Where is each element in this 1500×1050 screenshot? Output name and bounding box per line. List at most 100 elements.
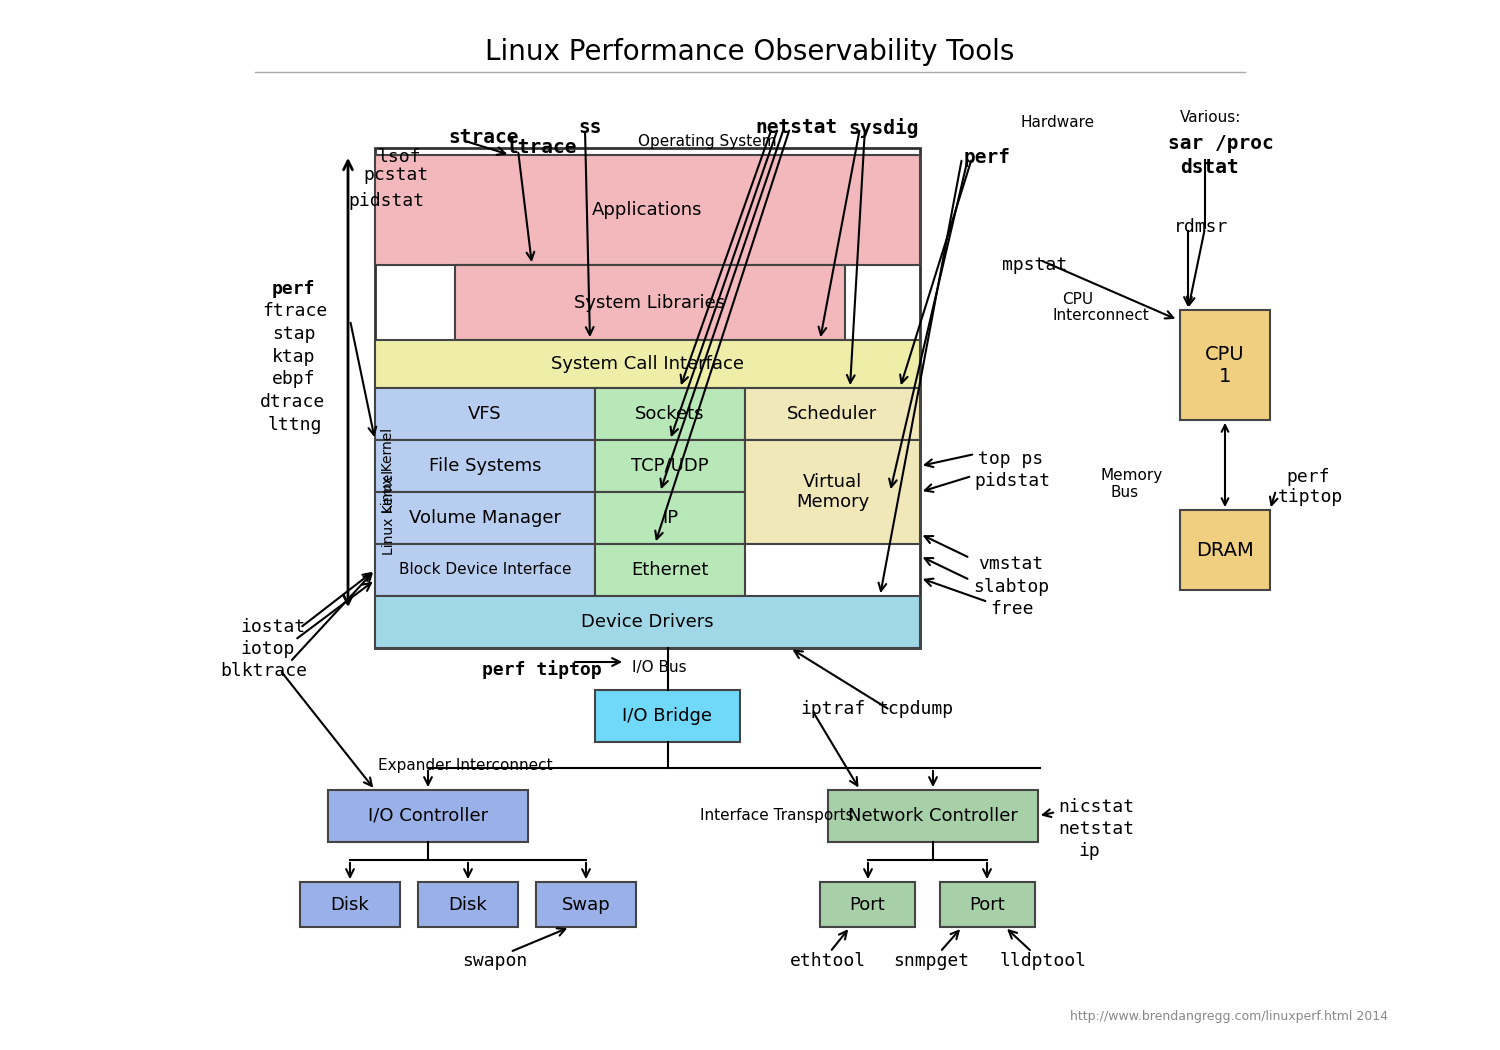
Text: Bus: Bus (1110, 485, 1138, 500)
Text: Swap: Swap (561, 896, 610, 914)
Text: mpstat: mpstat (1002, 256, 1068, 274)
Text: pcstat: pcstat (363, 166, 429, 184)
Text: Port: Port (849, 896, 885, 914)
Text: Ethernet: Ethernet (632, 561, 708, 579)
Text: Disk: Disk (330, 896, 369, 914)
Text: perf: perf (1286, 468, 1329, 486)
Bar (328, 790, 528, 842)
Text: strace: strace (448, 128, 519, 147)
Text: sar /proc: sar /proc (1168, 134, 1274, 153)
Text: Volume Manager: Volume Manager (410, 509, 561, 527)
Bar (746, 440, 920, 544)
Bar (828, 790, 1038, 842)
Bar (536, 882, 636, 927)
Text: blktrace: blktrace (220, 662, 308, 680)
Text: perf: perf (964, 148, 1011, 167)
Bar (375, 596, 920, 648)
Text: TCP/UDP: TCP/UDP (632, 457, 710, 475)
Text: System Call Interface: System Call Interface (550, 355, 744, 373)
Text: pidstat: pidstat (348, 192, 424, 210)
Text: CPU: CPU (1062, 292, 1094, 307)
Text: ethtool: ethtool (790, 952, 865, 970)
Text: netstat: netstat (754, 118, 837, 136)
Text: swapon: swapon (462, 952, 528, 970)
Text: Virtual
Memory: Virtual Memory (796, 472, 868, 511)
Bar (596, 440, 746, 492)
Bar (375, 440, 596, 492)
Text: I/O Controller: I/O Controller (368, 807, 488, 825)
Bar (375, 544, 596, 596)
Text: Expander Interconnect: Expander Interconnect (378, 758, 552, 773)
Text: stap: stap (272, 326, 315, 343)
Bar (375, 492, 596, 544)
Text: ftrace: ftrace (262, 302, 327, 320)
Bar (1180, 310, 1270, 420)
Bar (821, 882, 915, 927)
Text: VFS: VFS (468, 405, 502, 423)
Text: Network Controller: Network Controller (847, 807, 1018, 825)
Text: iptraf: iptraf (800, 700, 865, 718)
Text: I/O Bus: I/O Bus (632, 660, 687, 675)
Text: vmstat: vmstat (978, 555, 1044, 573)
Bar (375, 148, 920, 648)
Text: Applications: Applications (592, 201, 702, 219)
Text: slabtop: slabtop (974, 578, 1048, 596)
Text: System Libraries: System Libraries (574, 294, 726, 312)
Text: DRAM: DRAM (1196, 541, 1254, 560)
Text: free: free (990, 600, 1033, 618)
Text: iostat: iostat (240, 618, 306, 636)
Text: perf: perf (272, 280, 315, 298)
Text: Interconnect: Interconnect (1053, 308, 1149, 323)
Text: File Systems: File Systems (429, 457, 542, 475)
Text: Operating System: Operating System (638, 134, 777, 149)
Text: perf tiptop: perf tiptop (482, 660, 602, 679)
Text: Disk: Disk (448, 896, 488, 914)
Text: nicstat: nicstat (1058, 798, 1134, 816)
Text: Various:: Various: (1180, 110, 1242, 125)
Bar (596, 492, 746, 544)
Bar (300, 882, 400, 927)
Text: Device Drivers: Device Drivers (580, 613, 714, 631)
Text: netstat: netstat (1058, 820, 1134, 838)
Text: Linux Kernel: Linux Kernel (381, 427, 394, 512)
Text: pidstat: pidstat (974, 472, 1050, 490)
Text: ktap: ktap (272, 348, 315, 366)
Text: IP: IP (662, 509, 678, 527)
Text: iotop: iotop (240, 640, 294, 658)
Text: Memory: Memory (1100, 468, 1162, 483)
Bar (596, 388, 746, 440)
Text: lsof: lsof (378, 148, 422, 166)
Bar (596, 544, 746, 596)
Bar (419, 882, 518, 927)
Text: Hardware: Hardware (1020, 116, 1094, 130)
Text: Linux Kernel: Linux Kernel (382, 470, 396, 555)
Text: dtrace: dtrace (260, 393, 326, 411)
Text: lttng: lttng (268, 416, 322, 434)
Bar (1180, 510, 1270, 590)
Text: Sockets: Sockets (636, 405, 705, 423)
Text: ebpf: ebpf (272, 370, 315, 388)
Text: dstat: dstat (1180, 158, 1239, 177)
Text: ltrace: ltrace (506, 138, 576, 158)
Text: sysdig: sysdig (847, 118, 918, 138)
Bar (596, 690, 740, 742)
Text: Linux Performance Observability Tools: Linux Performance Observability Tools (486, 38, 1014, 66)
Text: top ps: top ps (978, 450, 1044, 468)
Text: tcpdump: tcpdump (878, 700, 954, 718)
Bar (375, 155, 920, 265)
Text: Interface Transports: Interface Transports (700, 808, 853, 823)
Text: tiptop: tiptop (1278, 488, 1344, 506)
Text: ss: ss (578, 118, 602, 136)
Text: http://www.brendangregg.com/linuxperf.html 2014: http://www.brendangregg.com/linuxperf.ht… (1070, 1010, 1388, 1023)
Text: Block Device Interface: Block Device Interface (399, 563, 572, 578)
Bar (375, 388, 596, 440)
Bar (940, 882, 1035, 927)
Text: lldptool: lldptool (1000, 952, 1088, 970)
Text: rdmsr: rdmsr (1174, 218, 1228, 236)
Text: Port: Port (969, 896, 1005, 914)
Text: CPU
1: CPU 1 (1204, 344, 1245, 385)
Bar (454, 265, 844, 340)
Text: I/O Bridge: I/O Bridge (622, 707, 712, 724)
Text: Scheduler: Scheduler (788, 405, 877, 423)
Bar (375, 340, 920, 388)
